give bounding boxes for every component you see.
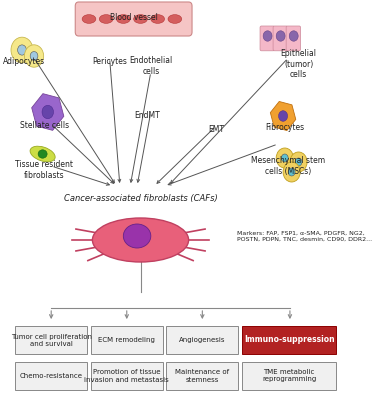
Text: EndMT: EndMT bbox=[134, 112, 160, 120]
Ellipse shape bbox=[99, 15, 113, 23]
Circle shape bbox=[18, 45, 26, 55]
Text: ECM remodeling: ECM remodeling bbox=[98, 337, 155, 343]
FancyBboxPatch shape bbox=[91, 362, 163, 390]
FancyBboxPatch shape bbox=[260, 26, 274, 51]
FancyBboxPatch shape bbox=[15, 326, 87, 354]
Ellipse shape bbox=[134, 15, 147, 23]
Circle shape bbox=[263, 31, 272, 41]
FancyBboxPatch shape bbox=[242, 362, 336, 390]
Ellipse shape bbox=[30, 146, 55, 162]
Text: Adipocytes: Adipocytes bbox=[3, 58, 45, 66]
Text: TME metabolic
reprogramming: TME metabolic reprogramming bbox=[262, 370, 316, 382]
Text: Stellate cells: Stellate cells bbox=[20, 122, 69, 130]
FancyBboxPatch shape bbox=[273, 26, 288, 51]
Circle shape bbox=[290, 152, 307, 172]
Text: Markers: FAP, FSP1, α-SMA, PDGFR, NG2,
POSTN, PDPN, TNC, desmin, CD90, DDR2...: Markers: FAP, FSP1, α-SMA, PDGFR, NG2, P… bbox=[237, 230, 372, 241]
Ellipse shape bbox=[117, 15, 130, 23]
Circle shape bbox=[288, 168, 295, 176]
Text: Tumor cell proliferation
and survival: Tumor cell proliferation and survival bbox=[11, 334, 92, 346]
FancyBboxPatch shape bbox=[166, 326, 239, 354]
FancyBboxPatch shape bbox=[242, 326, 336, 354]
Circle shape bbox=[281, 154, 288, 162]
Circle shape bbox=[30, 52, 38, 60]
Ellipse shape bbox=[92, 218, 189, 262]
Ellipse shape bbox=[151, 15, 164, 23]
FancyBboxPatch shape bbox=[75, 2, 192, 36]
Ellipse shape bbox=[82, 15, 96, 23]
Circle shape bbox=[278, 111, 288, 121]
Text: Mesenchymal stem
cells (MSCs): Mesenchymal stem cells (MSCs) bbox=[251, 156, 325, 176]
Circle shape bbox=[42, 105, 54, 119]
Text: Angiogenesis: Angiogenesis bbox=[179, 337, 225, 343]
Circle shape bbox=[276, 31, 285, 41]
Circle shape bbox=[283, 162, 300, 182]
Text: Maintenance of
stemness: Maintenance of stemness bbox=[175, 370, 229, 382]
Ellipse shape bbox=[38, 150, 47, 158]
Circle shape bbox=[11, 37, 33, 63]
Text: Fibrocytes: Fibrocytes bbox=[265, 124, 304, 132]
Ellipse shape bbox=[168, 15, 182, 23]
FancyBboxPatch shape bbox=[91, 326, 163, 354]
Circle shape bbox=[295, 158, 302, 166]
Circle shape bbox=[276, 148, 293, 168]
Text: Blood vessel: Blood vessel bbox=[110, 14, 157, 22]
FancyBboxPatch shape bbox=[15, 362, 87, 390]
Text: Endothelial
cells: Endothelial cells bbox=[129, 56, 173, 76]
Text: Chemo-resistance: Chemo-resistance bbox=[20, 373, 83, 379]
FancyBboxPatch shape bbox=[166, 362, 239, 390]
Text: Tissue resident
fibroblasts: Tissue resident fibroblasts bbox=[15, 160, 73, 180]
Circle shape bbox=[24, 45, 44, 67]
Text: Promotion of tissue
invasion and metastasis: Promotion of tissue invasion and metasta… bbox=[85, 370, 169, 382]
Text: Immuno-suppression: Immuno-suppression bbox=[244, 336, 334, 344]
FancyBboxPatch shape bbox=[286, 26, 301, 51]
Text: Epithelial
(tumor)
cells: Epithelial (tumor) cells bbox=[281, 49, 317, 79]
Circle shape bbox=[289, 31, 298, 41]
Text: Pericytes: Pericytes bbox=[92, 58, 127, 66]
Text: EMT: EMT bbox=[208, 126, 224, 134]
Text: Cancer-associated fibroblasts (CAFs): Cancer-associated fibroblasts (CAFs) bbox=[64, 194, 217, 202]
Ellipse shape bbox=[124, 224, 151, 248]
